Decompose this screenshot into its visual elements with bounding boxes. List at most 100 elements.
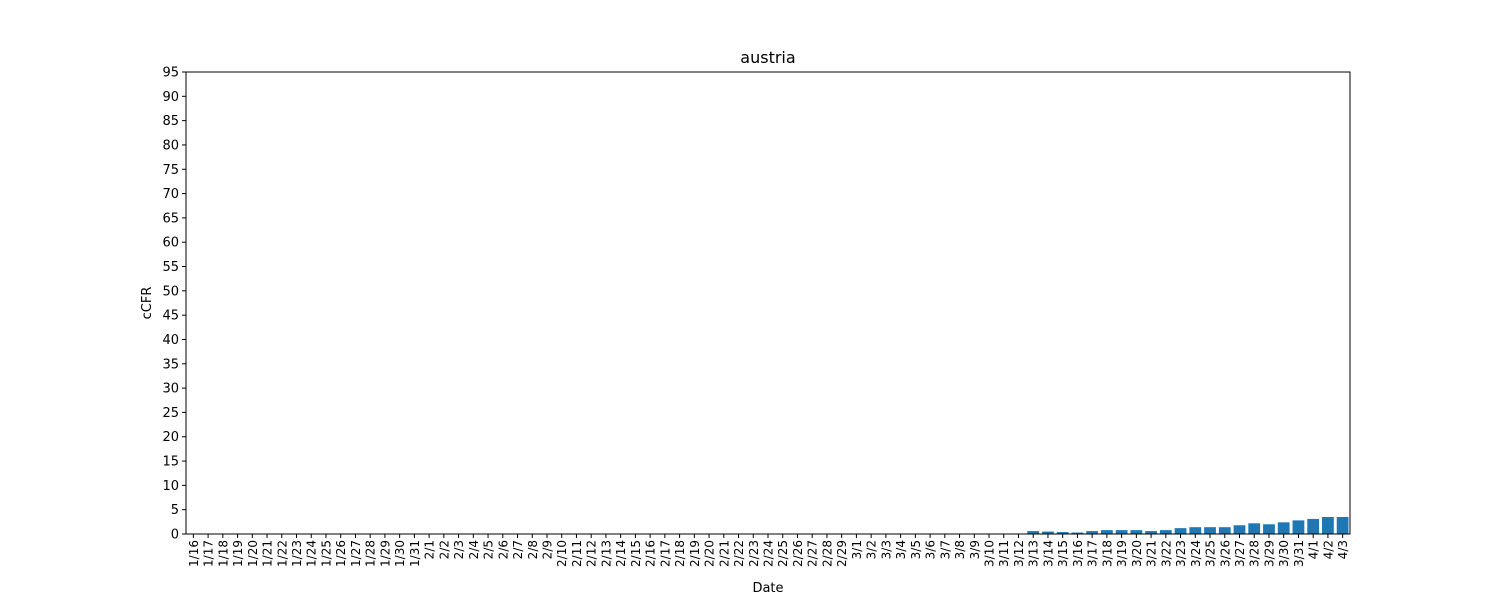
bar: [1115, 530, 1128, 534]
x-tick-label: 3/16: [1071, 540, 1085, 567]
x-tick-label: 3/3: [879, 540, 893, 559]
y-tick-label: 70: [162, 187, 179, 202]
y-tick-label: 50: [162, 284, 179, 299]
x-tick-label: 3/30: [1277, 540, 1291, 567]
chart-title: austria: [740, 48, 795, 67]
bar: [1086, 531, 1099, 534]
x-tick-label: 2/9: [540, 540, 554, 559]
y-tick-label: 75: [162, 163, 179, 178]
bar: [1277, 522, 1290, 534]
x-tick-label: 2/17: [658, 540, 672, 567]
x-tick-label: 3/26: [1218, 540, 1232, 567]
x-tick-label: 2/18: [673, 540, 687, 567]
x-tick-label: 2/22: [732, 540, 746, 567]
x-tick-label: 3/2: [865, 540, 879, 559]
x-tick-label: 3/25: [1204, 540, 1218, 567]
x-tick-label: 1/20: [246, 540, 260, 567]
x-tick-label: 2/29: [835, 540, 849, 567]
x-tick-label: 1/30: [393, 540, 407, 567]
x-tick-label: 1/22: [275, 540, 289, 567]
x-tick-label: 3/23: [1174, 540, 1188, 567]
x-tick-label: 1/31: [408, 540, 422, 567]
bar: [1307, 518, 1320, 534]
x-tick-label: 3/4: [894, 540, 908, 559]
x-tick-label: 1/16: [187, 540, 201, 567]
y-tick-label: 35: [162, 357, 179, 372]
x-tick-label: 4/1: [1307, 540, 1321, 559]
x-tick-label: 3/19: [1115, 540, 1129, 567]
bar: [1322, 516, 1334, 534]
x-tick-label: 2/25: [776, 540, 790, 567]
x-tick-label: 2/15: [629, 540, 643, 567]
x-tick-label: 2/6: [496, 540, 510, 559]
x-tick-label: 3/24: [1189, 540, 1203, 567]
y-tick-label: 65: [162, 211, 179, 226]
bar: [1145, 531, 1157, 534]
x-tick-label: 3/7: [938, 540, 952, 559]
x-tick-label: 3/17: [1086, 540, 1100, 567]
x-tick-label: 2/4: [467, 540, 481, 559]
x-tick-label: 2/13: [599, 540, 613, 567]
x-tick-label: 2/7: [511, 540, 525, 559]
x-tick-label: 3/27: [1233, 540, 1247, 567]
x-tick-label: 2/12: [585, 540, 599, 567]
plot-frame: [185, 71, 1351, 535]
x-tick-label: 2/21: [717, 540, 731, 567]
x-tick-label: 3/5: [909, 540, 923, 559]
x-tick-label: 4/3: [1336, 540, 1350, 559]
x-tick-label: 2/11: [570, 540, 584, 567]
bar: [1056, 532, 1069, 534]
x-tick-label: 2/26: [791, 540, 805, 567]
bars-group: [1027, 516, 1349, 534]
y-tick-label: 20: [162, 430, 179, 445]
x-tick-label: 1/27: [349, 540, 363, 567]
y-tick-label: 25: [162, 406, 179, 421]
x-tick-label: 2/2: [437, 540, 451, 559]
y-tick-label: 15: [162, 455, 179, 470]
x-tick-label: 3/10: [983, 540, 997, 567]
x-tick-label: 2/20: [703, 540, 717, 567]
x-tick-label: 1/28: [364, 540, 378, 567]
x-tick-label: 3/6: [924, 540, 938, 559]
x-tick-label: 3/11: [997, 540, 1011, 567]
x-tick-label: 2/5: [482, 540, 496, 559]
x-tick-label: 1/17: [202, 540, 216, 567]
x-tick-label: 2/28: [820, 540, 834, 567]
x-tick-label: 1/24: [305, 540, 319, 567]
y-tick-label: 40: [162, 333, 179, 348]
x-tick-label: 2/1: [423, 540, 437, 559]
y-tick-label: 60: [162, 236, 179, 251]
x-tick-label: 4/2: [1321, 540, 1335, 559]
x-tick-label: 1/18: [216, 540, 230, 567]
x-tick-label: 1/19: [231, 540, 245, 567]
x-tick-label: 2/24: [762, 540, 776, 567]
bar: [1027, 531, 1040, 534]
x-tick-label: 1/25: [319, 540, 333, 567]
bar: [1042, 531, 1054, 534]
y-tick-label: 45: [162, 309, 179, 324]
x-tick-label: 2/27: [806, 540, 820, 567]
y-tick-label: 85: [162, 114, 179, 129]
x-tick-label: 2/8: [526, 540, 540, 559]
y-tick-label: 55: [162, 260, 179, 275]
x-tick-label: 2/10: [555, 540, 569, 567]
y-axis-ticks: 0 5 10 15 20 25 30 35 40 45 50 55 60 65 70 75 80 85 90 95: [162, 66, 186, 543]
x-tick-label: 2/23: [747, 540, 761, 567]
x-tick-label: 3/29: [1262, 540, 1276, 567]
x-tick-label: 3/21: [1145, 540, 1159, 567]
bar: [1100, 530, 1113, 534]
x-tick-label: 3/28: [1248, 540, 1262, 567]
x-tick-label: 3/8: [953, 540, 967, 559]
bar: [1071, 532, 1084, 534]
y-tick-label: 5: [171, 503, 179, 518]
y-tick-label: 30: [162, 382, 179, 397]
x-axis-label: Date: [752, 581, 783, 596]
bar: [1204, 527, 1216, 534]
bar: [1189, 527, 1202, 534]
y-tick-label: 10: [162, 479, 179, 494]
bar: [1336, 516, 1349, 534]
bar: [1233, 525, 1246, 534]
bar: [1292, 520, 1305, 534]
x-tick-label: 3/20: [1130, 540, 1144, 567]
y-tick-label: 0: [171, 528, 179, 543]
